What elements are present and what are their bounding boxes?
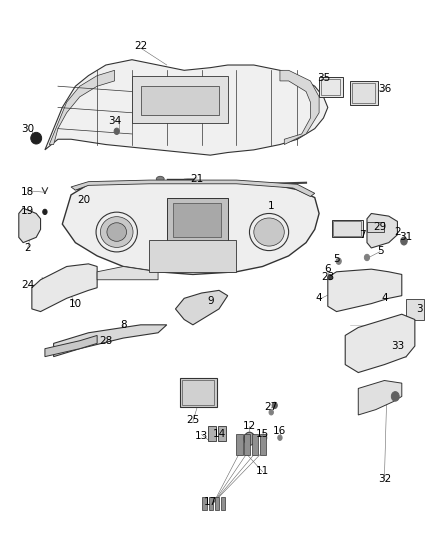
Text: 24: 24: [21, 280, 34, 290]
Polygon shape: [19, 208, 41, 243]
Ellipse shape: [391, 392, 399, 401]
Text: 10: 10: [69, 298, 82, 309]
Text: 1: 1: [268, 200, 275, 211]
Text: 36: 36: [378, 84, 391, 94]
Bar: [319, 77, 343, 97]
Bar: [167, 198, 228, 243]
Polygon shape: [97, 266, 158, 280]
Text: 30: 30: [21, 124, 34, 134]
Text: 27: 27: [265, 402, 278, 412]
Bar: [202, 497, 207, 511]
Text: 3: 3: [416, 304, 423, 314]
Bar: [218, 425, 226, 441]
Text: 19: 19: [21, 206, 34, 216]
Polygon shape: [45, 60, 328, 155]
Ellipse shape: [336, 258, 341, 264]
Bar: [260, 433, 266, 455]
Text: 28: 28: [99, 336, 113, 346]
Bar: [367, 222, 385, 232]
Text: 22: 22: [134, 42, 147, 52]
Polygon shape: [328, 269, 402, 312]
Text: 33: 33: [391, 341, 404, 351]
Text: 12: 12: [243, 421, 256, 431]
Bar: [333, 221, 361, 236]
Text: 16: 16: [273, 426, 286, 436]
Text: 8: 8: [120, 320, 127, 330]
Ellipse shape: [364, 254, 370, 261]
Bar: [215, 497, 219, 511]
Text: 4: 4: [316, 293, 322, 303]
Bar: [350, 81, 378, 105]
Text: 29: 29: [374, 222, 387, 232]
Text: 21: 21: [191, 174, 204, 184]
Bar: [180, 378, 217, 407]
Text: 2: 2: [394, 227, 401, 237]
Bar: [208, 425, 216, 441]
Ellipse shape: [278, 435, 282, 440]
Text: 11: 11: [256, 466, 269, 475]
Text: 34: 34: [108, 116, 121, 126]
Bar: [321, 79, 340, 95]
Ellipse shape: [114, 128, 119, 134]
Bar: [352, 83, 375, 103]
Text: 5: 5: [377, 246, 383, 256]
Text: 15: 15: [256, 429, 269, 439]
Polygon shape: [53, 325, 167, 357]
Ellipse shape: [262, 435, 267, 440]
Polygon shape: [71, 180, 315, 197]
Ellipse shape: [107, 223, 127, 241]
Polygon shape: [62, 182, 319, 274]
Bar: [221, 497, 225, 511]
Bar: [173, 203, 221, 237]
Bar: [406, 300, 424, 319]
Polygon shape: [45, 335, 97, 357]
Text: 25: 25: [186, 415, 200, 425]
Bar: [132, 76, 228, 123]
Polygon shape: [345, 314, 415, 373]
Text: 32: 32: [378, 474, 391, 483]
Polygon shape: [367, 214, 397, 248]
Text: 14: 14: [212, 429, 226, 439]
Text: 9: 9: [207, 296, 214, 306]
Text: 7: 7: [359, 230, 366, 240]
Bar: [237, 433, 243, 455]
Polygon shape: [32, 264, 97, 312]
Polygon shape: [49, 70, 115, 144]
Bar: [141, 86, 219, 115]
Ellipse shape: [401, 237, 407, 245]
Bar: [182, 380, 214, 406]
Ellipse shape: [156, 176, 164, 182]
Polygon shape: [358, 381, 402, 415]
Text: 2: 2: [24, 243, 31, 253]
Bar: [149, 240, 237, 272]
Bar: [252, 433, 258, 455]
Text: 18: 18: [21, 187, 34, 197]
Bar: [244, 433, 251, 455]
Text: 4: 4: [381, 293, 388, 303]
Text: 17: 17: [204, 497, 217, 507]
Ellipse shape: [43, 209, 47, 215]
Text: 35: 35: [317, 73, 330, 83]
Ellipse shape: [328, 274, 332, 280]
Bar: [332, 220, 363, 237]
Polygon shape: [280, 70, 319, 144]
Ellipse shape: [244, 432, 255, 446]
Text: 6: 6: [325, 264, 331, 274]
Text: 23: 23: [321, 272, 335, 282]
Ellipse shape: [272, 402, 277, 409]
Text: 31: 31: [399, 232, 413, 243]
Text: 13: 13: [195, 431, 208, 441]
Ellipse shape: [269, 410, 273, 415]
Ellipse shape: [254, 218, 284, 246]
Polygon shape: [176, 290, 228, 325]
Text: 5: 5: [333, 254, 340, 263]
Bar: [208, 497, 213, 511]
Ellipse shape: [100, 216, 133, 247]
Ellipse shape: [31, 132, 42, 144]
Text: 20: 20: [78, 195, 91, 205]
